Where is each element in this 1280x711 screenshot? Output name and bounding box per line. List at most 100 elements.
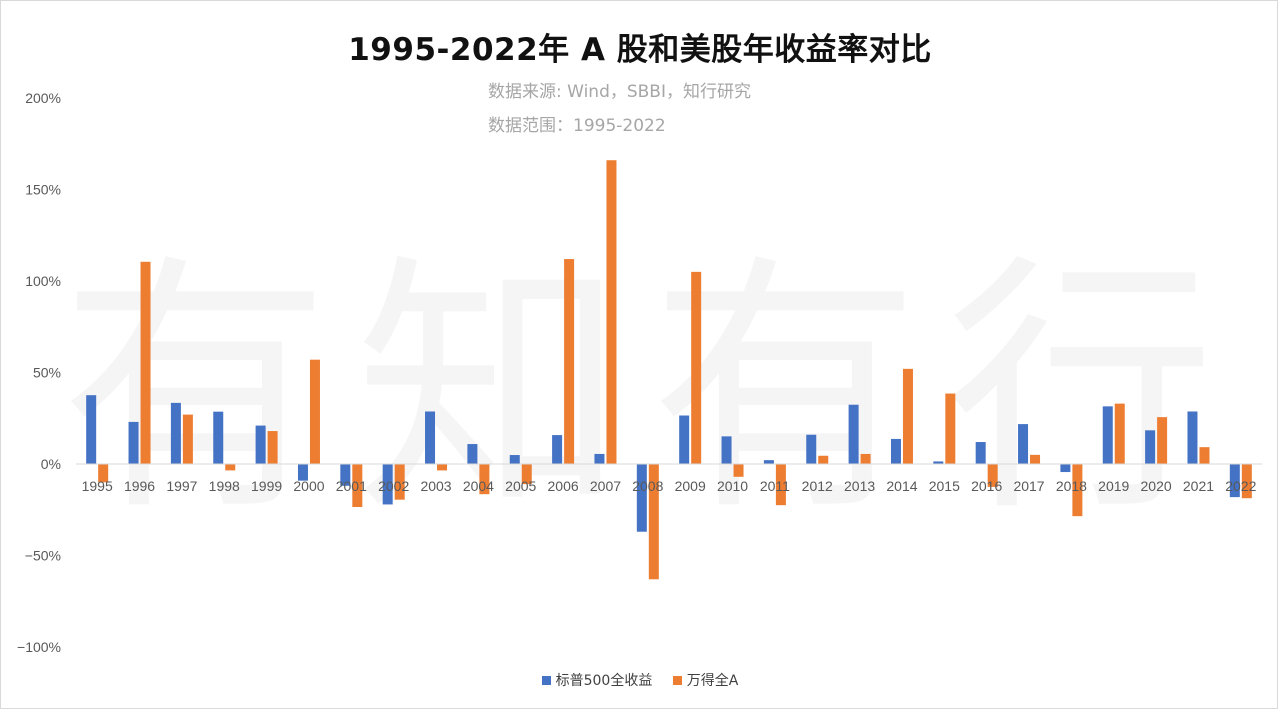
bar-sp500 xyxy=(1145,430,1156,464)
bar-wind-a xyxy=(182,414,193,464)
chart-subtitle-range: 数据范围：1995-2022 xyxy=(488,116,666,136)
bar-wind-a xyxy=(733,464,744,477)
chart-title: 1995-2022年 A 股和美股年收益率对比 xyxy=(348,32,932,68)
bar-wind-a xyxy=(945,393,956,464)
bar-sp500 xyxy=(1102,406,1113,464)
bar-sp500 xyxy=(721,436,732,464)
x-tick-label: 2009 xyxy=(675,478,706,494)
bar-sp500 xyxy=(86,395,97,464)
bar-sp500 xyxy=(933,461,944,464)
bar-sp500 xyxy=(552,435,563,464)
x-tick-label: 2000 xyxy=(293,478,324,494)
bar-wind-a xyxy=(225,464,236,471)
bar-sp500 xyxy=(848,404,859,464)
bar-sp500 xyxy=(297,464,308,481)
bar-sp500 xyxy=(213,411,224,464)
bar-wind-a xyxy=(564,259,575,464)
x-tick-label: 2015 xyxy=(929,478,960,494)
x-tick-label: 2013 xyxy=(844,478,875,494)
legend-label-wind-a: 万得全A xyxy=(686,673,739,689)
x-tick-label: 2002 xyxy=(378,478,409,494)
bar-wind-a xyxy=(394,464,405,500)
x-tick-label: 2011 xyxy=(760,478,790,494)
x-tick-label: 2003 xyxy=(420,478,451,494)
x-tick-label: 2006 xyxy=(548,478,579,494)
bar-wind-a xyxy=(1030,454,1041,464)
bar-wind-a xyxy=(1157,417,1168,464)
bar-wind-a xyxy=(648,464,659,580)
bar-wind-a xyxy=(352,464,363,508)
legend-item-sp500: 标普500全收益 xyxy=(541,670,652,690)
y-tick-label: 150% xyxy=(25,182,61,198)
bar-wind-a xyxy=(98,464,109,483)
bar-wind-a xyxy=(1072,464,1083,517)
x-tick-label: 2016 xyxy=(971,478,1002,494)
x-tick-label: 2021 xyxy=(1183,478,1214,494)
bar-sp500 xyxy=(128,421,139,464)
x-tick-label: 2019 xyxy=(1098,478,1129,494)
x-tick-label: 2014 xyxy=(886,478,917,494)
bar-wind-a xyxy=(606,160,617,464)
x-tick-label: 1995 xyxy=(82,478,113,494)
bar-wind-a xyxy=(267,431,278,464)
x-tick-label: 2001 xyxy=(336,478,367,494)
bar-wind-a xyxy=(521,464,532,485)
bar-sp500 xyxy=(382,464,393,505)
bar-wind-a xyxy=(140,261,151,464)
bar-sp500 xyxy=(636,464,647,532)
bar-sp500 xyxy=(975,442,986,464)
bar-wind-a xyxy=(902,368,913,464)
bar-wind-a xyxy=(479,464,490,495)
bar-wind-a xyxy=(1114,403,1125,464)
x-tick-label: 2010 xyxy=(717,478,748,494)
x-tick-label: 2012 xyxy=(802,478,833,494)
x-tick-label: 2018 xyxy=(1056,478,1087,494)
bar-sp500 xyxy=(1060,464,1071,473)
legend-swatch-sp500 xyxy=(541,675,551,685)
bar-sp500 xyxy=(467,444,478,464)
bar-sp500 xyxy=(255,425,266,464)
bar-sp500 xyxy=(1229,464,1240,498)
x-tick-label: 2007 xyxy=(590,478,621,494)
bar-wind-a xyxy=(860,453,871,464)
x-tick-label: 2005 xyxy=(505,478,536,494)
bar-sp500 xyxy=(340,464,351,486)
bar-sp500 xyxy=(890,438,901,464)
bar-wind-a xyxy=(691,271,702,464)
bar-wind-a xyxy=(818,455,829,464)
bar-wind-a xyxy=(1199,447,1210,464)
y-tick-label: 100% xyxy=(25,273,61,289)
bar-sp500 xyxy=(763,460,774,464)
bar-sp500 xyxy=(1187,411,1198,464)
bar-sp500 xyxy=(425,411,436,464)
bar-wind-a xyxy=(987,464,998,487)
bar-sp500 xyxy=(509,455,520,464)
x-tick-label: 2008 xyxy=(632,478,663,494)
x-tick-label: 1996 xyxy=(124,478,155,494)
bar-wind-a xyxy=(437,464,448,471)
bar-sp500 xyxy=(594,453,605,464)
x-tick-label: 2017 xyxy=(1013,478,1044,494)
x-tick-label: 2004 xyxy=(463,478,494,494)
y-tick-label: −100% xyxy=(17,639,61,655)
x-tick-label: 2020 xyxy=(1141,478,1172,494)
bar-wind-a xyxy=(775,464,786,506)
bar-sp500 xyxy=(1018,424,1029,464)
x-tick-label: 1998 xyxy=(209,478,240,494)
chart-legend: 标普500全收益 万得全A xyxy=(0,670,1280,690)
legend-swatch-wind-a xyxy=(672,675,682,685)
chart-subtitle-source: 数据来源: Wind，SBBI，知行研究 xyxy=(488,82,751,102)
bar-wind-a xyxy=(1241,464,1252,499)
y-tick-label: 0% xyxy=(41,456,61,472)
bar-sp500 xyxy=(679,415,690,464)
bar-sp500 xyxy=(170,402,181,464)
y-tick-label: 200% xyxy=(25,90,61,106)
x-tick-label: 1999 xyxy=(251,478,282,494)
bar-wind-a xyxy=(309,359,320,464)
x-tick-label: 2022 xyxy=(1225,478,1256,494)
y-tick-label: −50% xyxy=(25,548,61,564)
bar-sp500 xyxy=(806,434,817,464)
legend-item-wind-a: 万得全A xyxy=(672,670,739,690)
